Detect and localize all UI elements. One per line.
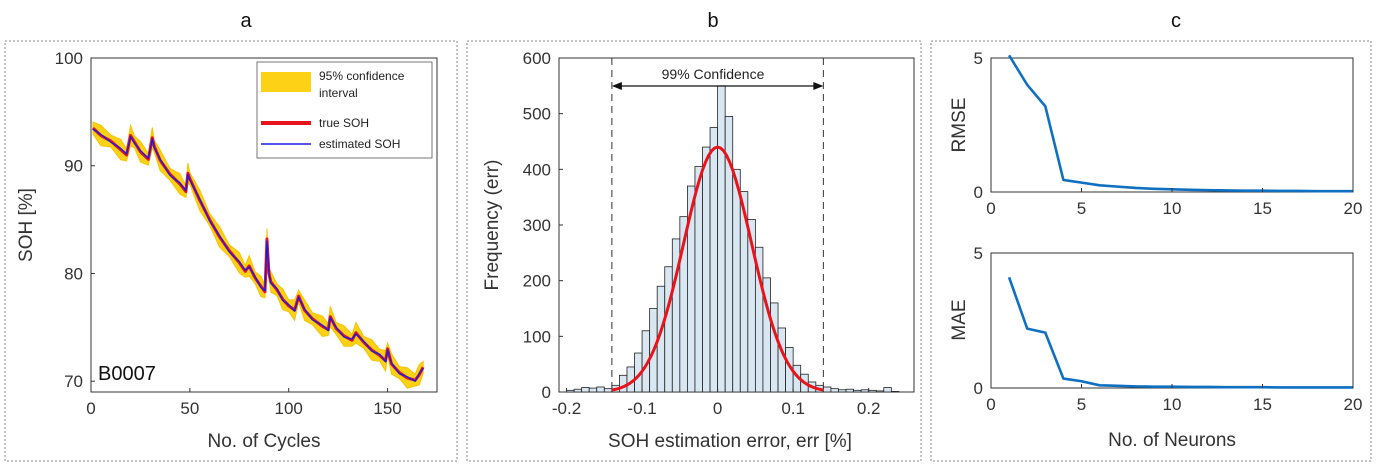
histogram-bar — [702, 146, 711, 393]
histogram-bar — [777, 327, 786, 393]
y-axis-label-a: SOH [%] — [16, 188, 37, 262]
c-rmse-series-line — [1007, 54, 1353, 193]
chart-neurons: 0 5 10 15 20 0 5 0 5 10 15 20 0 5 RMSE MAE No. of Ne… — [949, 49, 1362, 451]
c-mae-y-tick-label: 5 — [974, 244, 983, 263]
x-axis-label-b: SOH estimation error, err [%] — [608, 431, 852, 452]
histogram-bar — [868, 389, 877, 393]
b-x-tick-label: 0.2 — [857, 399, 881, 418]
a-x-tick-label: 150 — [373, 399, 401, 418]
panel-frame-a — [4, 40, 458, 462]
panel-letter-a: a — [240, 10, 252, 32]
b-y-tick-label: 400 — [523, 160, 551, 179]
histogram-bar — [596, 386, 605, 393]
histogram-bar — [694, 166, 703, 393]
x-axis-label-c: No. of Neurons — [1108, 430, 1236, 451]
battery-id-annotation: B0007 — [98, 363, 156, 385]
b-y-tick-label: 0 — [542, 383, 551, 402]
y-axis-label-b: Frequency (err) — [482, 160, 503, 291]
a-y-tick-label: 80 — [64, 264, 83, 283]
plot-area-c-mae — [990, 252, 1354, 389]
c-rmse-x-tick-label: 15 — [1253, 199, 1272, 218]
histogram-bar — [566, 389, 575, 393]
c-rmse-x-tick-label: 20 — [1344, 199, 1363, 218]
histogram-bar — [664, 266, 673, 393]
confidence-annotation: 99% Confidence — [662, 66, 765, 82]
b-x-tick-label: 0 — [713, 399, 722, 418]
histogram-bar — [860, 389, 870, 393]
panel-letter-b: b — [707, 10, 718, 32]
a-x-tick-label: 50 — [180, 399, 199, 418]
c-rmse-y-tick-label: 0 — [974, 183, 983, 202]
histogram-bar — [845, 388, 854, 393]
c-mae-x-tick-label: 10 — [1163, 395, 1182, 414]
b-y-tick-label: 100 — [523, 327, 551, 346]
histogram-bar — [581, 387, 590, 393]
b-y-tick-label: 500 — [523, 105, 551, 124]
histogram-bar — [717, 85, 726, 393]
legend-swatch-confidence — [261, 72, 311, 92]
legend-label-true-soh: true SOH — [319, 116, 369, 130]
a-y-tick-label: 100 — [55, 49, 83, 68]
b-y-tick-label: 200 — [523, 272, 551, 291]
histogram-bar — [770, 302, 779, 393]
histogram-bar — [890, 391, 900, 393]
histogram-bar — [883, 387, 892, 393]
histogram-bar — [875, 390, 885, 393]
arrowhead-left — [611, 82, 622, 90]
b-x-tick-label: -0.1 — [627, 399, 656, 418]
c-mae-x-tick-label: 5 — [1077, 395, 1086, 414]
histogram-bar — [853, 389, 862, 393]
x-axis-label-a: No. of Cycles — [208, 431, 321, 452]
c-mae-x-tick-label: 20 — [1344, 395, 1363, 414]
c-mae-x-tick-label: 0 — [986, 395, 995, 414]
histogram-bar — [830, 388, 839, 393]
plot-area-c-rmse — [990, 57, 1354, 193]
panel-letter-c: c — [1171, 10, 1181, 32]
histogram-bar — [588, 387, 598, 393]
legend-label-confidence-1: 95% confidence — [319, 69, 405, 83]
c-rmse-x-tick-label: 10 — [1163, 199, 1182, 218]
b-x-tick-label: 0.1 — [781, 399, 805, 418]
c-mae-x-tick-label: 15 — [1253, 395, 1272, 414]
histogram-bar — [619, 374, 628, 393]
a-y-tick-label: 90 — [64, 157, 83, 176]
histogram-bar — [822, 386, 832, 393]
c-rmse-x-tick-label: 5 — [1077, 199, 1086, 218]
b-y-tick-label: 300 — [523, 216, 551, 235]
b-y-tick-label: 600 — [523, 49, 551, 68]
panel-frame-c — [930, 40, 1372, 462]
histogram-bar — [732, 168, 741, 393]
b-x-tick-label: -0.2 — [552, 399, 581, 418]
chart-soh-vs-cycles: 0 50 100 150 70 80 90 100 No. of Cycles SOH [%]… — [16, 49, 438, 452]
panel-frame-b — [466, 40, 922, 462]
arrowhead-right — [813, 82, 824, 90]
a-y-tick-label: 70 — [64, 372, 83, 391]
histogram-bar — [573, 388, 583, 393]
normal-fit-curve — [611, 145, 824, 392]
a-x-tick-label: 0 — [86, 399, 95, 418]
c-rmse-x-tick-label: 0 — [986, 199, 995, 218]
histogram-bar — [603, 388, 613, 393]
y-axis-label-rmse: RMSE — [949, 98, 970, 153]
c-mae-series-line — [1007, 276, 1353, 389]
legend-label-confidence-2: interval — [319, 86, 358, 100]
series-line-estimated-soh — [92, 128, 424, 382]
histogram-bar — [709, 127, 719, 393]
legend-a: 95% confidence interval true SOH estimat… — [256, 61, 433, 159]
y-axis-label-mae: MAE — [949, 299, 970, 340]
a-x-tick-label: 100 — [275, 399, 303, 418]
c-rmse-y-tick-label: 5 — [974, 49, 983, 68]
c-mae-y-tick-label: 0 — [974, 379, 983, 398]
chart-error-histogram: -0.2 -0.1 0 0.1 0.2 0 100 200 300 400 500 600 99% C… — [482, 49, 915, 452]
histogram-bar — [838, 389, 847, 393]
legend-label-estimated-soh: estimated SOH — [319, 137, 400, 151]
